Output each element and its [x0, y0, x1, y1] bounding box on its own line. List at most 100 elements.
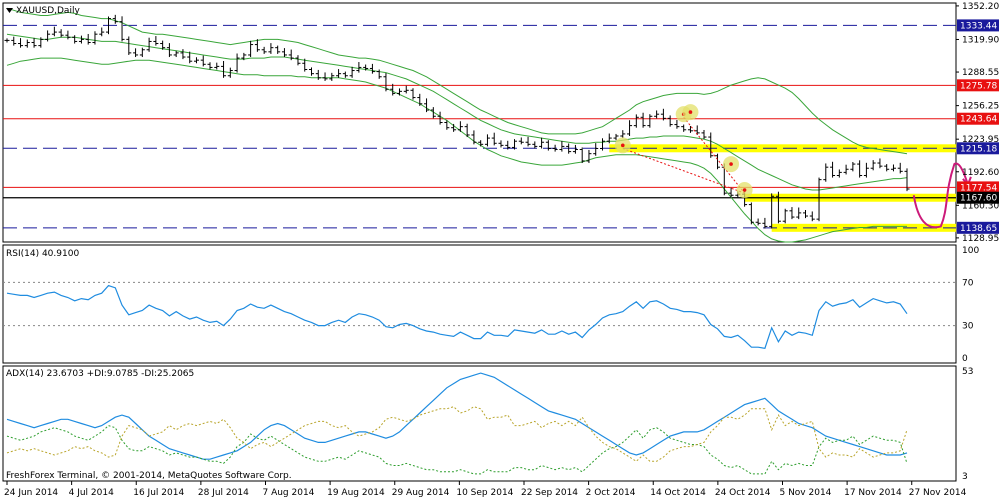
price-bar: [518, 137, 524, 145]
price-bar: [126, 36, 132, 55]
price-bar: [796, 207, 802, 220]
chevron-down-icon[interactable]: [6, 8, 13, 13]
time-tick-label: 24 Jun 2014: [4, 488, 58, 498]
dotted-trendline-0: [622, 148, 745, 194]
price-bar: [99, 27, 105, 37]
price-bar: [160, 40, 166, 50]
price-bar: [207, 62, 213, 70]
price-bar: [748, 202, 754, 225]
price-bar: [843, 164, 849, 175]
highlight-dot-4: [742, 188, 747, 192]
highlight-dot-2: [688, 110, 693, 114]
price-bar: [674, 120, 680, 129]
price-bar: [4, 38, 10, 43]
price-bar: [221, 60, 227, 78]
price-bar: [424, 98, 430, 113]
price-bar: [775, 191, 781, 224]
price-bar: [444, 120, 450, 130]
price-bar: [762, 217, 768, 229]
level-label-text: 1138.65: [960, 224, 997, 234]
price-bar: [836, 169, 842, 178]
price-bar: [173, 50, 179, 58]
price-bar: [92, 31, 98, 45]
adx-series-plusdi: [6, 425, 908, 475]
price-bar: [593, 143, 599, 156]
band-lower: [6, 57, 907, 243]
price-bar: [288, 49, 294, 61]
price-bar: [491, 132, 497, 146]
level-label-box: [957, 112, 999, 125]
price-bar: [769, 193, 775, 229]
price-bar: [383, 73, 389, 92]
price-bar: [606, 133, 612, 144]
price-bar: [647, 114, 653, 128]
envelope-bands: [6, 7, 908, 243]
symbol-title: XAUUSD,Daily: [16, 6, 80, 16]
level-label-text: 1177.54: [960, 183, 997, 193]
time-tick-label: 27 Nov 2014: [909, 488, 967, 498]
price-bar: [261, 46, 267, 54]
price-bar: [505, 140, 511, 150]
price-bar: [640, 112, 646, 128]
price-bar: [863, 162, 869, 178]
price-bar: [241, 52, 247, 61]
price-bar: [633, 114, 639, 128]
price-tick-label: 1319.90: [962, 35, 999, 45]
level-label-box: [957, 221, 999, 234]
price-tick-label: 1192.60: [962, 168, 999, 178]
price-bar: [613, 133, 619, 141]
price-bar: [139, 47, 145, 58]
price-bar: [830, 161, 836, 178]
level-label-box: [957, 181, 999, 194]
price-bar: [870, 160, 876, 171]
price-bar: [484, 134, 490, 147]
price-bar: [349, 66, 355, 78]
price-bar: [802, 209, 808, 219]
price-bar: [599, 138, 605, 151]
level-label-text: 1215.18: [960, 144, 997, 154]
rsi-tick-label: 100: [962, 246, 979, 256]
price-bar: [85, 33, 91, 45]
price-bar: [850, 161, 856, 172]
price-bar: [559, 140, 565, 152]
price-bar: [65, 30, 71, 40]
price-bar: [410, 88, 416, 100]
price-bar: [586, 149, 592, 164]
price-bar: [78, 35, 84, 44]
price-bar: [268, 43, 274, 54]
price-bar: [572, 144, 578, 154]
price-bar: [234, 53, 240, 73]
level-label-box: [957, 79, 999, 92]
price-tick-label: 1288.55: [962, 68, 999, 78]
price-bar: [430, 107, 436, 119]
price-bar: [539, 137, 545, 149]
adx-tick-label: 3: [962, 472, 968, 482]
price-bar: [566, 143, 572, 154]
price-bar: [248, 40, 254, 58]
rsi-title: RSI(14) 40.9100: [6, 249, 79, 259]
rsi-tick-label: 0: [962, 354, 968, 364]
price-levels: [3, 24, 956, 229]
level-label-box: [957, 142, 999, 155]
price-bar: [396, 88, 402, 96]
highlight-dot-3: [729, 162, 733, 166]
price-bar: [18, 38, 24, 48]
price-bar: [525, 136, 531, 147]
time-tick-label: 22 Sep 2014: [521, 488, 578, 498]
time-tick-label: 14 Oct 2014: [650, 488, 706, 498]
price-bar: [146, 37, 152, 52]
price-bar: [376, 69, 382, 79]
price-bar: [214, 62, 220, 70]
price-bar: [728, 187, 734, 198]
price-bar: [180, 49, 186, 60]
price-bar: [809, 211, 815, 222]
band-middle: [6, 33, 908, 191]
price-bar: [45, 30, 51, 42]
price-tick-label: 1352.20: [962, 2, 999, 12]
price-tick-label: 1223.95: [962, 135, 999, 145]
price-bar: [356, 62, 362, 73]
rsi-line: [6, 284, 908, 349]
price-bar: [687, 126, 693, 133]
